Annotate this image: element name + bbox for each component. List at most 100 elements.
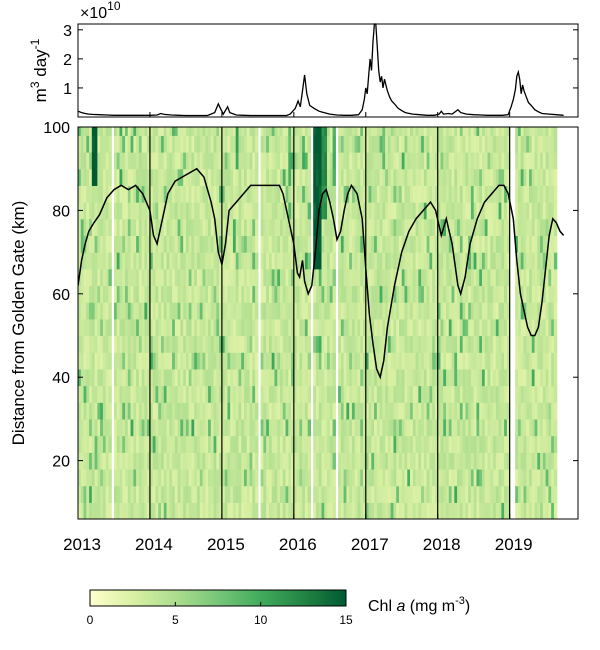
heatmap-cell — [205, 185, 209, 203]
heatmap-cell — [537, 368, 541, 387]
heatmap-cell — [271, 468, 276, 487]
heatmap-cell — [432, 152, 436, 170]
heatmap-cell — [183, 468, 187, 487]
heatmap-cell — [407, 352, 411, 370]
heatmap-cell — [495, 302, 500, 320]
heatmap-cell — [426, 135, 431, 153]
heatmap-cell — [468, 318, 472, 337]
heatmap-cell — [296, 268, 300, 287]
heatmap-cell — [390, 368, 395, 387]
heatmap-cell — [285, 468, 289, 487]
heatmap-cell — [183, 185, 187, 203]
heatmap-cell — [376, 402, 381, 420]
heatmap-cell — [238, 352, 242, 370]
heatmap-cell — [548, 218, 552, 237]
heatmap-cell — [529, 452, 533, 470]
heatmap-cell — [382, 185, 386, 203]
heatmap-cell — [141, 135, 146, 153]
heatmap-cell — [216, 202, 220, 220]
heatmap-cell — [238, 252, 242, 270]
heatmap-cell — [271, 235, 276, 253]
heatmap-cell — [354, 318, 359, 337]
heatmap-cell — [105, 368, 110, 387]
heatmap-cell — [144, 485, 148, 503]
heatmap-cell — [548, 202, 552, 220]
heatmap-cell — [490, 135, 494, 153]
heatmap-cell — [205, 485, 209, 503]
heatmap-cell — [523, 468, 527, 487]
heatmap-cell — [125, 318, 129, 337]
heatmap-cell — [371, 402, 375, 420]
heatmap-cell — [329, 485, 334, 503]
heatmap-cell — [504, 168, 508, 186]
heatmap-cell — [119, 468, 123, 487]
heatmap-cell — [136, 435, 140, 453]
heatmap-cell — [379, 402, 383, 420]
heatmap-cell — [196, 452, 201, 470]
heatmap-cell — [282, 318, 287, 337]
heatmap-cell — [91, 185, 96, 203]
heatmap-cell — [224, 402, 229, 420]
heatmap-cell — [551, 335, 555, 353]
heatmap-cell — [465, 502, 469, 519]
heatmap-cell — [219, 418, 223, 437]
heatmap-cell — [288, 135, 292, 153]
heatmap-cell — [263, 168, 267, 186]
heatmap-cell — [545, 502, 549, 519]
heatmap-cell — [246, 385, 251, 403]
heatmap-cell — [343, 468, 347, 487]
heatmap-cell — [268, 385, 273, 403]
heatmap-cell — [180, 468, 184, 487]
heatmap-cell — [553, 135, 558, 153]
heatmap-cell — [324, 185, 328, 203]
heatmap-cell — [246, 268, 251, 287]
heatmap-cell — [196, 168, 201, 186]
heatmap-cell — [271, 385, 276, 403]
heatmap-cell — [451, 368, 455, 387]
heatmap-cell — [213, 285, 217, 303]
heatmap-cell — [401, 435, 406, 453]
heatmap-cell — [501, 402, 505, 420]
heatmap-cell — [490, 468, 494, 487]
heatmap-cell — [274, 185, 278, 203]
heatmap-cell — [224, 127, 229, 136]
heatmap-cell — [407, 452, 411, 470]
heatmap-cell — [244, 185, 248, 203]
heatmap-cell — [457, 402, 461, 420]
heatmap-cell — [125, 352, 129, 370]
heatmap-cell — [113, 252, 118, 270]
heatmap-cell — [368, 127, 372, 136]
heatmap-cell — [407, 218, 411, 237]
heatmap-cell — [421, 185, 425, 203]
heatmap-cell — [238, 218, 242, 237]
heatmap-cell — [495, 268, 500, 287]
heatmap-cell — [255, 252, 259, 270]
heatmap-cell — [548, 318, 552, 337]
heatmap-cell — [429, 235, 433, 253]
heatmap-cell — [493, 135, 497, 153]
heatmap-cell — [537, 285, 541, 303]
heatmap-cell — [343, 502, 347, 519]
heatmap-cell — [423, 302, 428, 320]
heatmap-cell — [102, 285, 107, 303]
heatmap-cell — [208, 502, 212, 519]
heatmap-cell — [412, 135, 417, 153]
heatmap-cell — [188, 202, 193, 220]
heatmap-cell — [401, 418, 406, 437]
heatmap-cell — [136, 268, 140, 287]
heatmap-cell — [263, 268, 267, 287]
heatmap-cell — [462, 402, 466, 420]
heatmap-cell — [487, 168, 491, 186]
heatmap-cell — [434, 452, 439, 470]
heatmap-cell — [183, 352, 187, 370]
heatmap-cell — [318, 418, 323, 437]
heatmap-cell — [282, 135, 287, 153]
heatmap-cell — [219, 318, 223, 337]
heatmap-cell — [529, 418, 533, 437]
heatmap-cell — [102, 468, 107, 487]
heatmap-cell — [152, 385, 157, 403]
heatmap-cell — [357, 318, 361, 337]
heatmap-cell — [177, 302, 181, 320]
heatmap-cell — [454, 202, 458, 220]
heatmap-cell — [177, 285, 181, 303]
